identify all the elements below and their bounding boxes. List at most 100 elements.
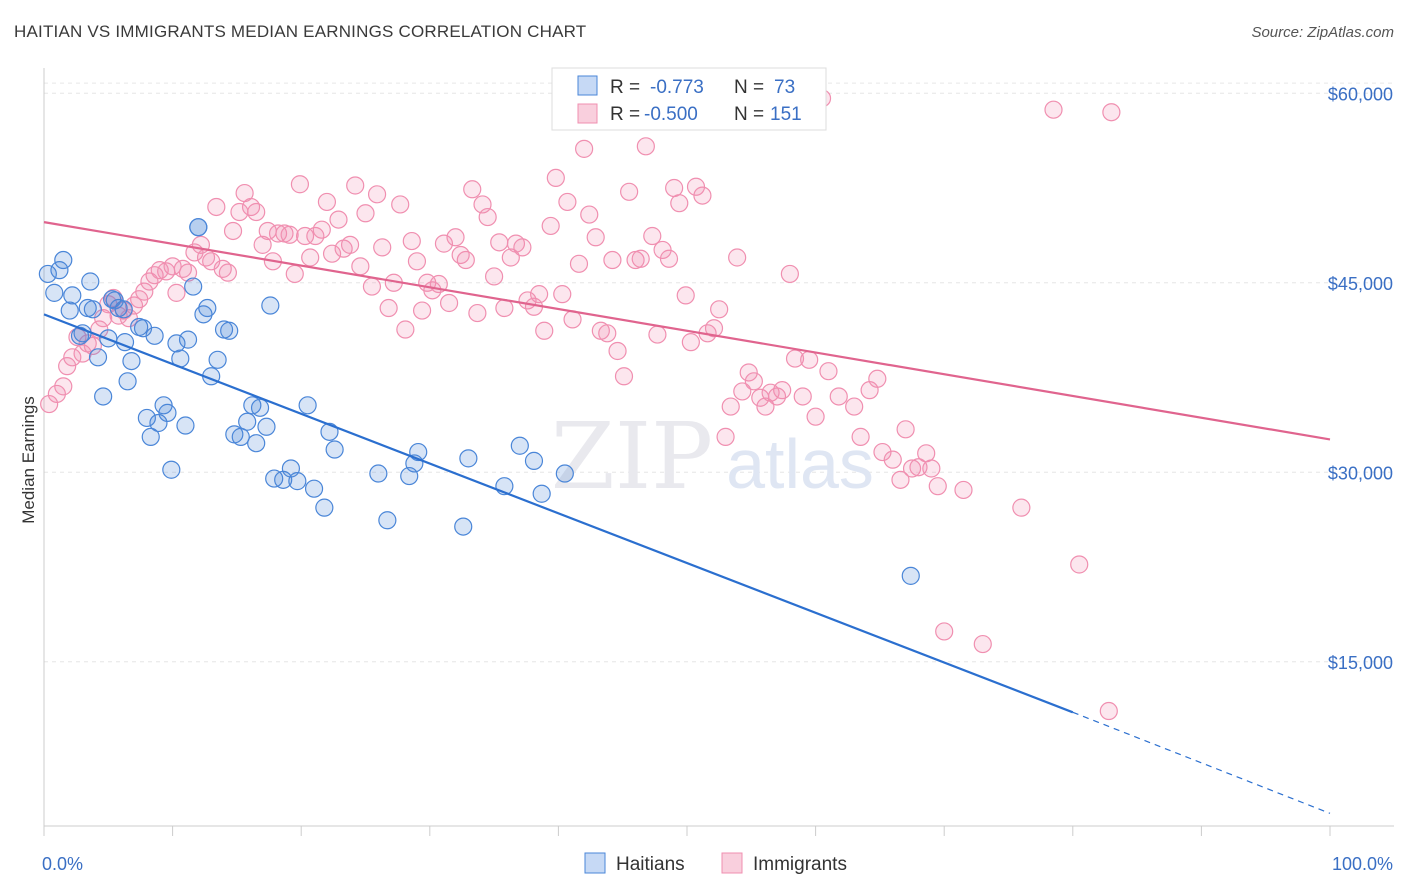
- immigrants-point: [973, 634, 992, 654]
- immigrants-point: [351, 257, 370, 276]
- immigrants-point: [546, 168, 565, 188]
- immigrants-point: [167, 283, 186, 302]
- immigrants-point: [268, 224, 288, 243]
- immigrants-point: [902, 459, 922, 478]
- haitians-point: [122, 351, 141, 371]
- haitians-point: [257, 417, 276, 436]
- haitians-point: [378, 511, 397, 530]
- immigrants-point: [800, 350, 819, 369]
- immigrants-point: [373, 238, 392, 257]
- legend-n-value-2: 151: [770, 104, 802, 125]
- immigrants-point: [891, 470, 910, 489]
- watermark: ZIP atlas: [551, 403, 874, 510]
- haitians-point: [261, 296, 280, 315]
- immigrants-point: [569, 254, 589, 273]
- immigrants-point: [693, 186, 712, 205]
- legend-n-label-1: N =: [734, 77, 764, 98]
- immigrants-point: [806, 407, 825, 426]
- immigrants-point: [301, 248, 320, 267]
- immigrants-point: [501, 248, 520, 267]
- immigrants-point: [58, 357, 77, 376]
- immigrants-point: [603, 250, 622, 270]
- immigrants-point: [391, 195, 410, 214]
- y-tick-label: $45,000: [1328, 274, 1393, 294]
- haitians-point: [178, 330, 198, 349]
- immigrants-point: [631, 249, 650, 268]
- immigrants-point: [83, 336, 102, 356]
- immigrants-point: [135, 282, 154, 301]
- haitians-point: [325, 440, 344, 459]
- immigrants-point: [845, 397, 864, 416]
- immigrants-point: [362, 277, 382, 296]
- haitians-point: [88, 348, 108, 367]
- immigrants-point: [773, 381, 792, 400]
- haitians-trendline-extension: [1072, 711, 1331, 814]
- x-tick-label-min: 0.0%: [42, 854, 83, 874]
- haitians-point: [81, 272, 100, 291]
- haitians-point: [901, 566, 920, 585]
- haitians-point: [60, 301, 79, 320]
- immigrants-point: [681, 333, 700, 352]
- immigrants-point: [485, 267, 504, 286]
- immigrants-point: [670, 194, 689, 213]
- immigrants-point: [648, 325, 667, 344]
- immigrants-point: [513, 238, 532, 257]
- legend-r-label-1: R =: [610, 77, 640, 98]
- immigrants-point: [598, 324, 617, 343]
- immigrants-point: [780, 264, 799, 284]
- haitians-point: [184, 277, 203, 296]
- x-tick-label-max: 100.0%: [1332, 854, 1393, 874]
- haitians-point: [510, 436, 529, 455]
- trendlines: [43, 221, 1331, 814]
- source-label: Source: ZipAtlas.com: [1251, 24, 1394, 41]
- immigrants-point: [346, 176, 365, 195]
- haitians-point: [54, 250, 73, 270]
- immigrants-point: [280, 225, 299, 244]
- watermark-atlas: atlas: [726, 425, 874, 503]
- haitians-point: [220, 321, 239, 340]
- haitians-point: [298, 396, 317, 415]
- immigrants-point: [285, 264, 304, 284]
- immigrants-point: [63, 348, 82, 367]
- immigrants-point: [558, 192, 577, 212]
- immigrants-point: [659, 249, 679, 268]
- immigrants-point: [883, 450, 902, 469]
- immigrants-point: [145, 266, 164, 285]
- haitians-point: [555, 464, 574, 483]
- haitians-point: [288, 472, 307, 491]
- haitians-point: [50, 261, 69, 280]
- immigrants-point: [733, 382, 752, 401]
- legend: R = -0.773 N = 73 R = -0.500 N = 151: [551, 67, 827, 131]
- legend-r-value-1: -0.773: [650, 77, 704, 98]
- immigrants-point: [312, 220, 331, 239]
- immigrants-point: [721, 397, 740, 416]
- immigrants-point: [317, 192, 337, 212]
- haitians-point: [250, 398, 270, 417]
- haitians-trendline: [43, 313, 1074, 714]
- haitians-point: [369, 464, 388, 483]
- immigrants-point: [873, 442, 892, 462]
- immigrants-point: [535, 321, 554, 340]
- immigrants-point: [909, 458, 928, 477]
- immigrants-point: [728, 248, 747, 267]
- legend-swatch-immigrants: [577, 103, 598, 124]
- haitians-point: [198, 298, 217, 318]
- haitians-point: [304, 479, 324, 498]
- haitians-point: [189, 218, 208, 237]
- bottom-legend-immigrants: Immigrants: [753, 854, 847, 875]
- immigrants-point: [896, 420, 915, 439]
- immigrants-point: [468, 303, 487, 323]
- immigrants-point: [367, 185, 387, 204]
- immigrants-point: [295, 226, 315, 246]
- immigrants-point: [207, 197, 226, 217]
- chart-title: HAITIAN VS IMMIGRANTS MEDIAN EARNINGS CO…: [14, 22, 587, 41]
- immigrants-point: [439, 293, 459, 313]
- immigrants-point: [456, 250, 475, 270]
- haitians-point: [145, 326, 164, 345]
- haitians-point: [247, 434, 266, 453]
- immigrants-point: [47, 384, 66, 404]
- immigrants-point: [851, 427, 870, 446]
- immigrants-point: [793, 387, 812, 406]
- immigrants-point: [710, 300, 729, 319]
